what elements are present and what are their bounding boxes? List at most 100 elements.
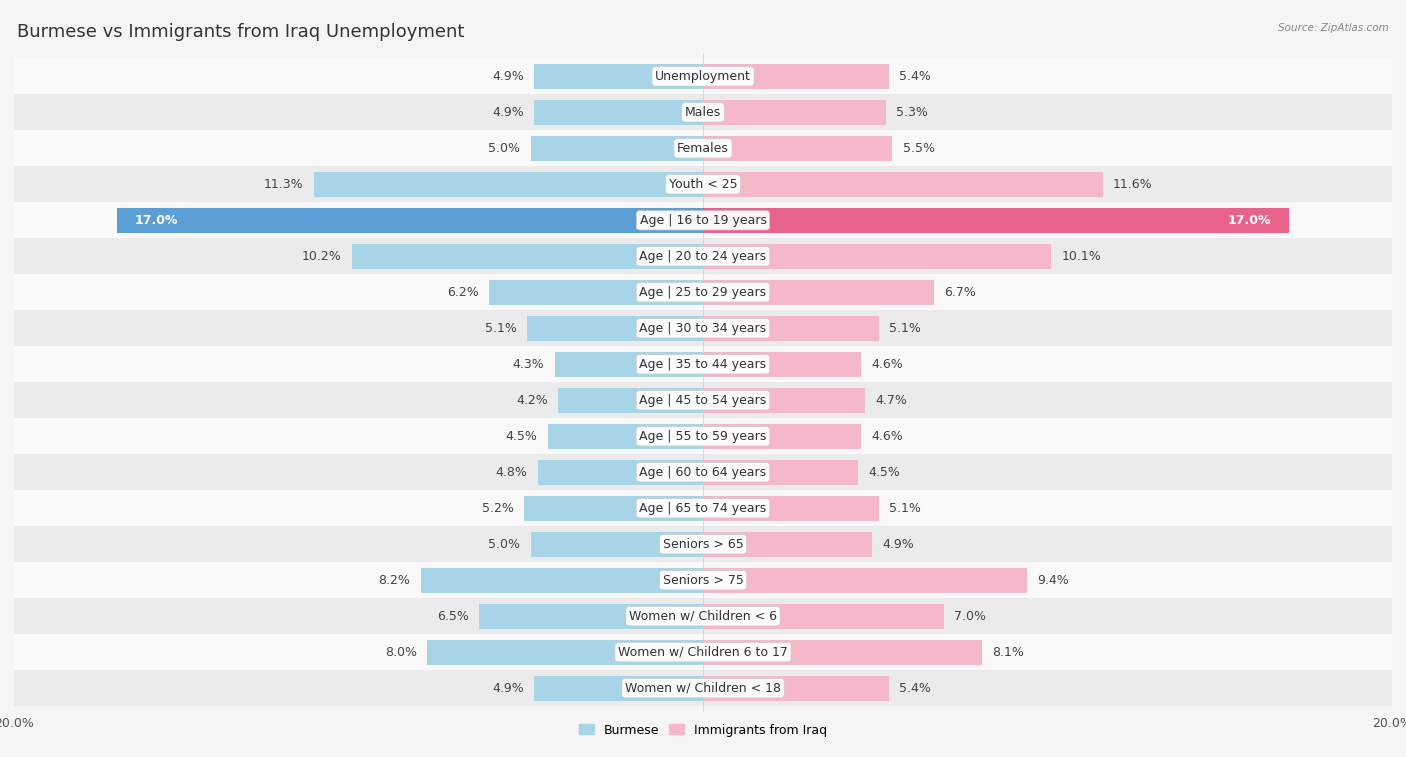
Bar — [703, 640, 981, 665]
Text: 7.0%: 7.0% — [955, 609, 987, 623]
Text: Burmese vs Immigrants from Iraq Unemployment: Burmese vs Immigrants from Iraq Unemploy… — [17, 23, 464, 41]
Bar — [534, 100, 703, 125]
Text: 5.0%: 5.0% — [488, 537, 520, 551]
Text: 5.0%: 5.0% — [488, 142, 520, 155]
Bar — [703, 388, 865, 413]
Bar — [537, 459, 703, 484]
Text: 17.0%: 17.0% — [1227, 213, 1271, 227]
Bar — [703, 136, 893, 161]
Text: Source: ZipAtlas.com: Source: ZipAtlas.com — [1278, 23, 1389, 33]
Bar — [703, 64, 889, 89]
Bar — [14, 238, 1392, 274]
Text: 8.1%: 8.1% — [993, 646, 1024, 659]
Bar — [489, 280, 703, 305]
Text: 4.3%: 4.3% — [513, 358, 544, 371]
Bar — [703, 603, 945, 629]
Bar — [558, 388, 703, 413]
Text: 6.5%: 6.5% — [437, 609, 468, 623]
Bar — [14, 346, 1392, 382]
Text: 4.9%: 4.9% — [882, 537, 914, 551]
Bar — [703, 316, 879, 341]
Legend: Burmese, Immigrants from Iraq: Burmese, Immigrants from Iraq — [574, 718, 832, 742]
Text: 4.5%: 4.5% — [869, 466, 900, 478]
Bar — [14, 95, 1392, 130]
Text: 5.2%: 5.2% — [482, 502, 513, 515]
Text: Youth < 25: Youth < 25 — [669, 178, 737, 191]
Text: Age | 45 to 54 years: Age | 45 to 54 years — [640, 394, 766, 407]
Text: Age | 65 to 74 years: Age | 65 to 74 years — [640, 502, 766, 515]
Bar — [117, 207, 703, 233]
Text: 5.1%: 5.1% — [889, 502, 921, 515]
Text: Age | 20 to 24 years: Age | 20 to 24 years — [640, 250, 766, 263]
Text: Age | 60 to 64 years: Age | 60 to 64 years — [640, 466, 766, 478]
Text: 4.6%: 4.6% — [872, 430, 904, 443]
Bar — [14, 491, 1392, 526]
Bar — [703, 207, 1289, 233]
Bar — [14, 167, 1392, 202]
Bar — [527, 316, 703, 341]
Bar — [14, 598, 1392, 634]
Text: 8.0%: 8.0% — [385, 646, 418, 659]
Text: 5.1%: 5.1% — [485, 322, 517, 335]
Bar — [14, 670, 1392, 706]
Bar — [703, 496, 879, 521]
Bar — [14, 58, 1392, 95]
Text: Males: Males — [685, 106, 721, 119]
Bar — [14, 419, 1392, 454]
Text: 9.4%: 9.4% — [1038, 574, 1069, 587]
Text: Seniors > 75: Seniors > 75 — [662, 574, 744, 587]
Bar — [703, 280, 934, 305]
Bar — [524, 496, 703, 521]
Bar — [703, 675, 889, 701]
Text: Unemployment: Unemployment — [655, 70, 751, 83]
Text: 6.7%: 6.7% — [945, 286, 976, 299]
Bar — [14, 274, 1392, 310]
Bar — [703, 568, 1026, 593]
Bar — [14, 130, 1392, 167]
Bar — [14, 526, 1392, 562]
Text: Seniors > 65: Seniors > 65 — [662, 537, 744, 551]
Text: 17.0%: 17.0% — [135, 213, 179, 227]
Bar — [555, 352, 703, 377]
Bar — [531, 531, 703, 557]
Text: 4.5%: 4.5% — [506, 430, 537, 443]
Text: 6.2%: 6.2% — [447, 286, 479, 299]
Bar — [479, 603, 703, 629]
Bar — [14, 310, 1392, 346]
Bar — [703, 100, 886, 125]
Text: Women w/ Children < 18: Women w/ Children < 18 — [626, 682, 780, 695]
Text: 5.4%: 5.4% — [900, 70, 931, 83]
Text: 5.4%: 5.4% — [900, 682, 931, 695]
Bar — [314, 172, 703, 197]
Text: 5.5%: 5.5% — [903, 142, 935, 155]
Text: 4.6%: 4.6% — [872, 358, 904, 371]
Bar — [531, 136, 703, 161]
Bar — [703, 172, 1102, 197]
Bar — [703, 244, 1050, 269]
Text: 4.9%: 4.9% — [492, 70, 524, 83]
Text: 4.9%: 4.9% — [492, 682, 524, 695]
Bar — [14, 202, 1392, 238]
Text: Women w/ Children < 6: Women w/ Children < 6 — [628, 609, 778, 623]
Text: Age | 35 to 44 years: Age | 35 to 44 years — [640, 358, 766, 371]
Bar — [703, 531, 872, 557]
Bar — [534, 64, 703, 89]
Text: 11.3%: 11.3% — [264, 178, 304, 191]
Text: Age | 16 to 19 years: Age | 16 to 19 years — [640, 213, 766, 227]
Text: 10.1%: 10.1% — [1062, 250, 1101, 263]
Bar — [352, 244, 703, 269]
Text: 4.2%: 4.2% — [516, 394, 548, 407]
Text: 4.8%: 4.8% — [495, 466, 527, 478]
Bar — [14, 562, 1392, 598]
Text: 4.7%: 4.7% — [875, 394, 907, 407]
Bar — [14, 454, 1392, 491]
Bar — [548, 424, 703, 449]
Bar — [703, 459, 858, 484]
Bar — [14, 634, 1392, 670]
Text: Age | 55 to 59 years: Age | 55 to 59 years — [640, 430, 766, 443]
Bar — [427, 640, 703, 665]
Text: Age | 25 to 29 years: Age | 25 to 29 years — [640, 286, 766, 299]
Text: Women w/ Children 6 to 17: Women w/ Children 6 to 17 — [619, 646, 787, 659]
Text: Age | 30 to 34 years: Age | 30 to 34 years — [640, 322, 766, 335]
Text: 8.2%: 8.2% — [378, 574, 411, 587]
